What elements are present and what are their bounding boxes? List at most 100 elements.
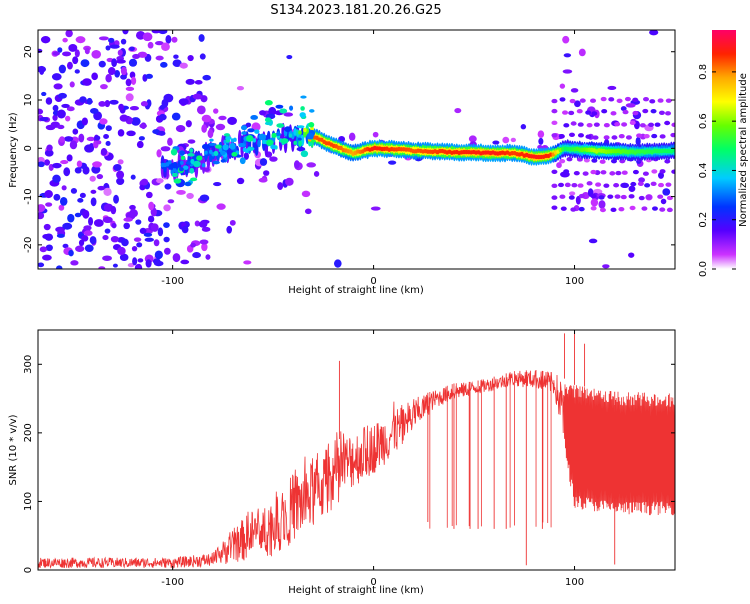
spectrogram-clump-cell — [192, 160, 201, 168]
spectrogram-noise-cell — [102, 235, 109, 241]
spectrogram-band-cell — [607, 194, 614, 199]
spectrogram-band-cell — [650, 108, 657, 114]
spectrogram-noise-cell — [82, 209, 90, 219]
snr-y-tick-label: 0 — [23, 567, 34, 573]
spectrogram-band-cell — [665, 98, 672, 103]
snr-line — [38, 370, 675, 569]
spectrogram-noise-cell — [607, 85, 617, 91]
spectrogram-y-axis-label: Frequency (Hz) — [8, 112, 19, 188]
snr-series — [38, 333, 675, 569]
spectrogram-band-cell — [657, 98, 664, 103]
spectrogram-band-cell — [577, 183, 584, 188]
spectrogram-band-cell — [568, 132, 575, 138]
spectrogram-noise-cell — [144, 237, 154, 242]
spectrogram-band-cell — [642, 108, 649, 114]
spectrogram-noise-cell — [201, 124, 207, 133]
spectrogram-noise-cell — [91, 72, 98, 81]
spectrogram-clump-cell — [229, 142, 236, 150]
spectrogram-noise-cell — [75, 245, 85, 253]
spectrogram-noise-cell — [79, 96, 87, 103]
spectrogram-noise-cell — [205, 254, 211, 260]
spectrogram-noise-cell — [121, 238, 129, 247]
spectrogram-noise-cell — [520, 124, 527, 130]
spectrogram-noise-cell — [120, 74, 127, 80]
spectrogram-noise-cell — [102, 255, 112, 261]
spectrogram-ridge-cell — [257, 139, 261, 148]
spectrogram-noise-cell — [277, 182, 284, 190]
spectrogram-band-cell — [590, 193, 597, 199]
spectrogram-noise-cell — [198, 220, 208, 228]
spectrogram-noise-cell — [145, 259, 152, 268]
spectrogram-noise-cell — [313, 171, 320, 177]
spectrogram-noise-cell — [103, 187, 112, 197]
spectrogram-noise-cell — [131, 119, 140, 126]
spectrogram-clump-cell — [300, 106, 305, 111]
chart-title: S134.2023.181.20.26.G25 — [270, 3, 441, 18]
spectrogram-noise-cell — [259, 158, 268, 166]
spectrogram-band-cell — [576, 109, 583, 114]
spectrogram-noise-cell — [130, 76, 137, 85]
spectrogram-noise-cell — [192, 252, 201, 259]
spectrogram-band-cell — [578, 206, 585, 212]
spectrogram-noise-cell — [116, 170, 125, 180]
spectrogram-noise-cell — [227, 116, 237, 125]
spectrogram-noise-cell — [226, 225, 233, 234]
colorbar-gradient — [712, 30, 736, 269]
spectrogram-clump-cell — [231, 151, 238, 157]
spectrogram-noise-cell — [538, 137, 544, 145]
spectrogram-clump-cell — [187, 152, 195, 157]
spectrogram-noise-cell — [115, 59, 126, 64]
spectrogram-noise-cell — [96, 140, 102, 145]
spectrogram-clump-cell — [300, 150, 309, 158]
spectrogram-band-cell — [651, 133, 658, 139]
spectrogram-noise-cell — [111, 222, 117, 229]
spectrogram-noise-cell — [77, 198, 84, 203]
spectrogram-clump-cell — [240, 125, 248, 131]
spectrogram-band-cell — [639, 123, 646, 128]
spectrogram-noise-cell — [454, 108, 462, 114]
spectrogram-noise-cell — [105, 140, 111, 147]
spectrogram-clump-cell — [275, 104, 284, 109]
spectrogram-noise-cell — [58, 64, 66, 74]
spectrogram-ridge-cell — [295, 129, 300, 137]
spectrogram-noise-cell — [562, 35, 570, 44]
spectrogram-noise-cell — [140, 178, 149, 186]
spectrogram-noise-cell — [338, 135, 346, 143]
spectrogram-clump-cell — [220, 150, 226, 156]
spectrogram-clump-cell — [173, 178, 182, 184]
spectrogram-noise-cell — [137, 51, 148, 58]
spectrogram-band-cell — [665, 111, 672, 116]
spectrogram-noise-cell — [163, 222, 170, 229]
spectrogram-noise-cell — [537, 130, 545, 138]
spectrogram-clump-cell — [309, 109, 315, 113]
spectrogram-band-cell — [570, 207, 577, 212]
spectrogram-noise-cell — [98, 36, 109, 41]
spectrogram-noise-cell — [147, 215, 155, 223]
spectrogram-band-cell — [628, 194, 635, 199]
spectrogram-noise-cell — [263, 170, 270, 176]
spectrogram-clump-cell — [178, 167, 184, 172]
spectrogram-noise-cell — [81, 235, 89, 242]
spectrogram-noise-cell — [66, 106, 75, 112]
spectrogram-noise-cell — [74, 212, 82, 218]
spectrogram-clump-cell — [214, 144, 222, 149]
spectrogram-noise-cell — [61, 185, 67, 191]
spectrogram-noise-cell — [67, 213, 75, 223]
spectrogram-noise-cell — [163, 236, 170, 243]
spectrogram-clump-cell — [297, 137, 302, 141]
spectrogram-noise-cell — [89, 236, 97, 245]
snr-x-tick-label: -100 — [161, 577, 184, 588]
spectrogram-noise-cell — [156, 178, 164, 184]
snr-x-tick-label: 100 — [565, 577, 584, 588]
spectrogram-noise-cell — [179, 62, 188, 69]
spectrogram-noise-cell — [57, 124, 65, 130]
spectrogram-band-cell — [579, 98, 586, 103]
spectrogram-band-cell — [645, 194, 652, 200]
spectrogram-band-cell — [610, 111, 617, 116]
spectrogram-noise-cell — [172, 59, 182, 68]
spectrogram-band-cell — [610, 207, 617, 213]
spectrogram-noise-cell — [161, 42, 170, 51]
snr-x-ticks: -100 0 100 — [161, 330, 584, 588]
spectrogram-noise-cell — [103, 133, 109, 139]
spectrogram-noise-cell — [41, 91, 47, 97]
